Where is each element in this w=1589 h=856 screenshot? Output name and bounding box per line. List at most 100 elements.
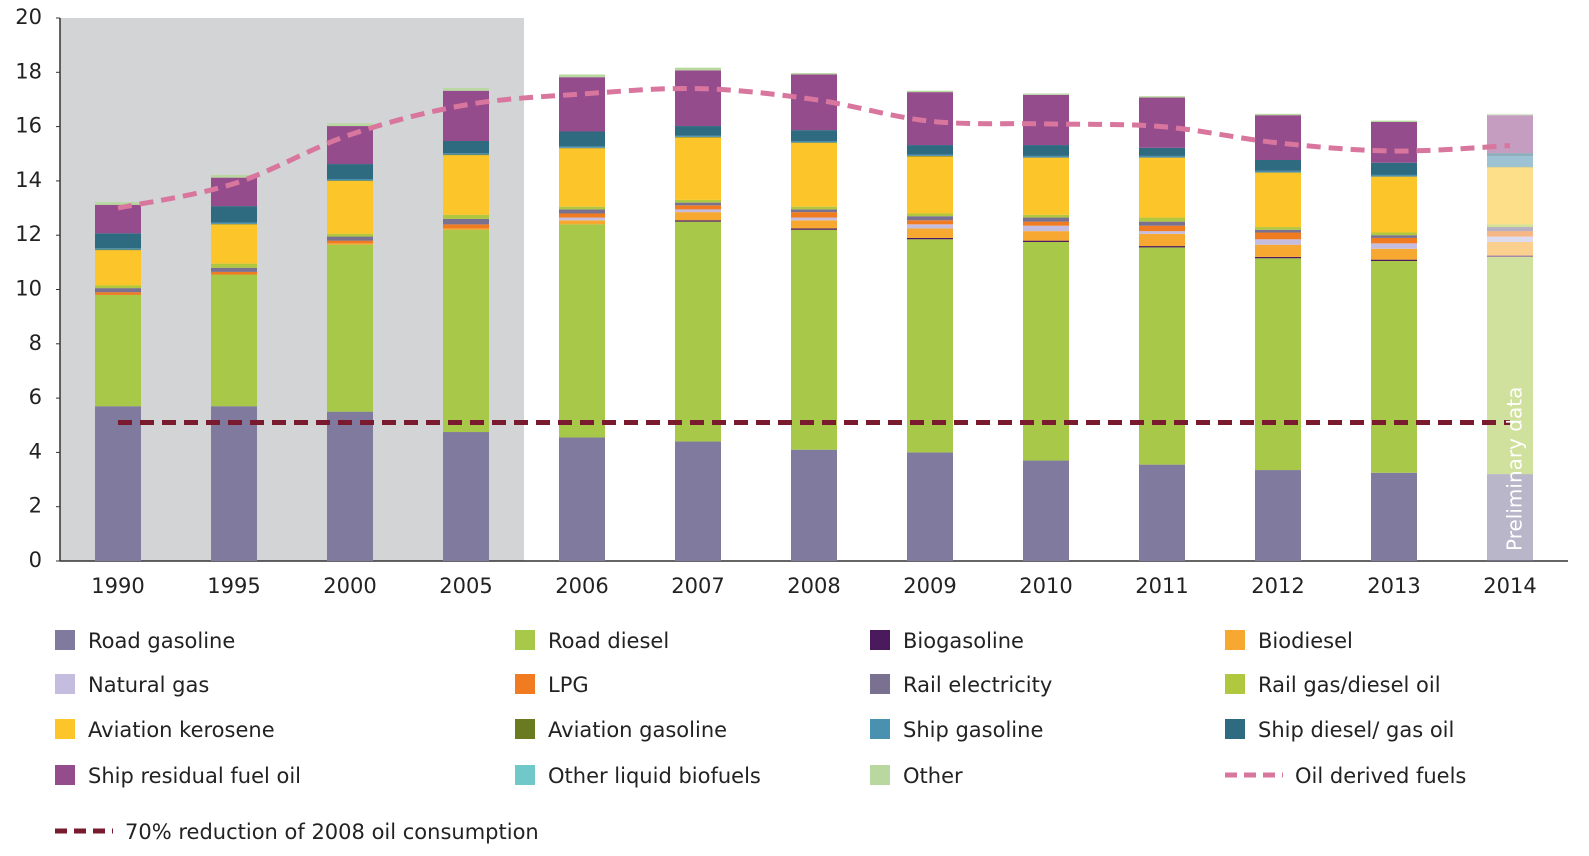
- legend-label: Other: [903, 764, 963, 788]
- bar-segment: [95, 292, 141, 295]
- bar-segment: [95, 406, 141, 561]
- bar-segment: [907, 154, 953, 156]
- bar-segment: [559, 77, 605, 132]
- legend-label: Aviation gasoline: [548, 718, 727, 742]
- bar-segment: [1023, 225, 1069, 232]
- bar-segment: [791, 212, 837, 218]
- legend-swatch: [55, 765, 75, 785]
- bar-segment: [95, 294, 141, 407]
- legend-swatch: [870, 765, 890, 785]
- bar-segment: [907, 145, 953, 155]
- bar-segment: [907, 156, 953, 214]
- x-tick-label: 2010: [1019, 574, 1072, 598]
- legend-swatch: [870, 674, 890, 694]
- bar-segment: [1023, 155, 1069, 158]
- bar-segment: [1371, 259, 1417, 261]
- bar-segment: [443, 214, 489, 219]
- bar-segment: [675, 70, 721, 127]
- bar-segment: [1023, 145, 1069, 156]
- legend-label: Oil derived fuels: [1295, 764, 1466, 788]
- bar-segment: [1487, 113, 1533, 116]
- bar-segment: [559, 146, 605, 148]
- bar-segment: [791, 217, 837, 221]
- bar-segment: [791, 206, 837, 210]
- bar-segment: [1255, 170, 1301, 173]
- bar-segment: [791, 220, 837, 229]
- bar-segment: [95, 248, 141, 250]
- y-tick-label: 2: [29, 494, 42, 518]
- bar-segment: [1255, 244, 1301, 257]
- bar-segment: [1023, 241, 1069, 461]
- legend-label: Road gasoline: [88, 629, 235, 653]
- legend-label: Ship residual fuel oil: [88, 764, 301, 788]
- bar-segment: [1139, 155, 1185, 158]
- bar-segment: [907, 155, 953, 157]
- bar-segment: [1139, 247, 1185, 465]
- bar-segment: [1371, 121, 1417, 163]
- x-tick-label: 1990: [91, 574, 144, 598]
- bar-segment: [559, 213, 605, 218]
- bar-segment: [1371, 120, 1417, 122]
- bar-segment: [1139, 233, 1185, 247]
- bar-segment: [675, 441, 721, 561]
- bar-segment: [1139, 464, 1185, 561]
- bar-segment: [675, 202, 721, 206]
- x-tick-label: 2012: [1251, 574, 1304, 598]
- bar-segment: [211, 406, 257, 561]
- bar-segment: [907, 239, 953, 453]
- bar-segment: [1255, 232, 1301, 240]
- bar-segment: [1371, 176, 1417, 233]
- bar-segment: [95, 249, 141, 251]
- bar-segment: [559, 224, 605, 438]
- bar-segment: [907, 213, 953, 217]
- legend-label: 70% reduction of 2008 oil consumption: [125, 820, 539, 844]
- bar-segment: [1371, 162, 1417, 175]
- bar-segment: [443, 153, 489, 155]
- bar-segment: [1487, 255, 1533, 257]
- bar-segment: [559, 209, 605, 214]
- bar-segment: [95, 288, 141, 293]
- bar-segment: [1023, 460, 1069, 561]
- bar-segment: [1255, 229, 1301, 233]
- bar-segment: [211, 263, 257, 268]
- bar-segment: [1139, 217, 1185, 222]
- legend-label: Road diesel: [548, 629, 669, 653]
- bar-segment: [1139, 221, 1185, 226]
- bar-segment: [327, 126, 373, 165]
- bar-segment: [1139, 157, 1185, 158]
- bar-segment: [327, 233, 373, 237]
- y-tick-label: 8: [29, 331, 42, 355]
- bar-segment: [95, 202, 141, 205]
- x-tick-label: 2000: [323, 574, 376, 598]
- bar-segment: [675, 212, 721, 221]
- bar-segment: [791, 228, 837, 230]
- bar-segment: [675, 67, 721, 71]
- x-tick-label: 2006: [555, 574, 608, 598]
- bar-segment: [211, 174, 257, 178]
- y-tick-label: 0: [29, 548, 42, 572]
- x-tick-label: 2008: [787, 574, 840, 598]
- bar-segment: [791, 142, 837, 143]
- bar-segment: [1139, 147, 1185, 156]
- bar-segment: [443, 229, 489, 433]
- bar-segment: [211, 224, 257, 264]
- bar-segment: [443, 224, 489, 229]
- bar-segment: [907, 452, 953, 561]
- bar-segment: [907, 228, 953, 238]
- bar-segment: [1371, 248, 1417, 260]
- bar-segment: [1487, 155, 1533, 167]
- legend-label: LPG: [548, 673, 589, 697]
- bar-segment: [1487, 236, 1533, 242]
- bar-segment: [327, 243, 373, 245]
- bar-segment: [95, 250, 141, 286]
- bar-segment: [1023, 240, 1069, 242]
- legend-swatch: [515, 630, 535, 650]
- x-tick-label: 1995: [207, 574, 260, 598]
- legend-label: Ship gasoline: [903, 718, 1043, 742]
- legend-swatch: [55, 630, 75, 650]
- bar-segment: [675, 220, 721, 222]
- bar-segment: [1255, 470, 1301, 561]
- bar-segment: [907, 237, 953, 240]
- bar-segment: [211, 267, 257, 272]
- bar-segment: [1255, 227, 1301, 230]
